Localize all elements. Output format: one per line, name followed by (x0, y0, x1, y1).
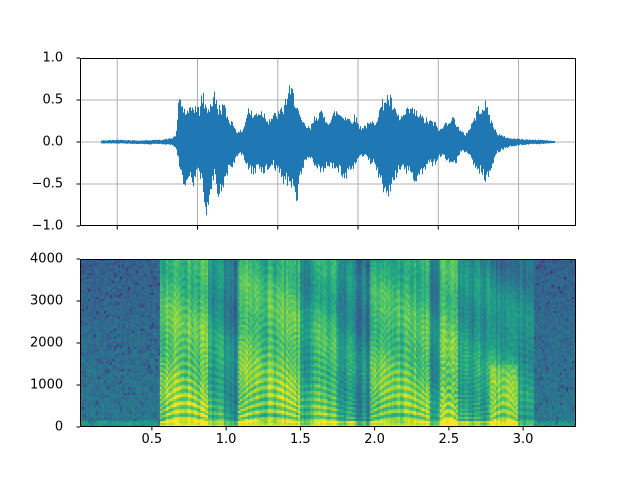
axes-spine (80, 58, 576, 226)
waveform-plot-area (76, 57, 576, 230)
spectrogram-xtick-label: 1.5 (290, 432, 311, 447)
spectrogram-xtick-label: 0.5 (141, 432, 163, 447)
spectrogram-ytick-label: 3000 (30, 293, 64, 309)
spectrogram-ytick-label: 4000 (30, 251, 64, 267)
waveform-ytick-label: 0.5 (42, 92, 64, 108)
spectrogram-image (80, 259, 576, 427)
waveform-axes: 1.0 0.5 0.0 −0.5 −1.0 (32, 52, 576, 233)
spectrogram-ytick-label: 1000 (30, 377, 64, 393)
waveform-ytick-label: 1.0 (42, 50, 64, 66)
waveform-ytick-label: 0.0 (42, 134, 64, 150)
waveform-ytick-label: −0.5 (31, 176, 64, 192)
axes-spine (80, 259, 576, 427)
waveform-ytick-label: −1.0 (31, 218, 64, 234)
spectrogram-xtick-label: 3.0 (512, 432, 534, 447)
waveform-trace (101, 85, 555, 216)
spectrogram-ytick-label: 2000 (30, 335, 64, 351)
spectrogram-axes: 0.5 1.0 1.5 2.0 2.5 3.0 0 1000 2000 3000 4000 (30, 253, 576, 446)
spectrogram-xtick-label: 2.0 (364, 432, 385, 447)
spectrogram-plot-frame (76, 258, 576, 431)
spectrogram-xtick-label: 2.5 (438, 432, 460, 447)
spectrogram-xtick-label: 1.0 (215, 432, 237, 447)
spectrogram-ytick-label: 0 (54, 419, 64, 435)
